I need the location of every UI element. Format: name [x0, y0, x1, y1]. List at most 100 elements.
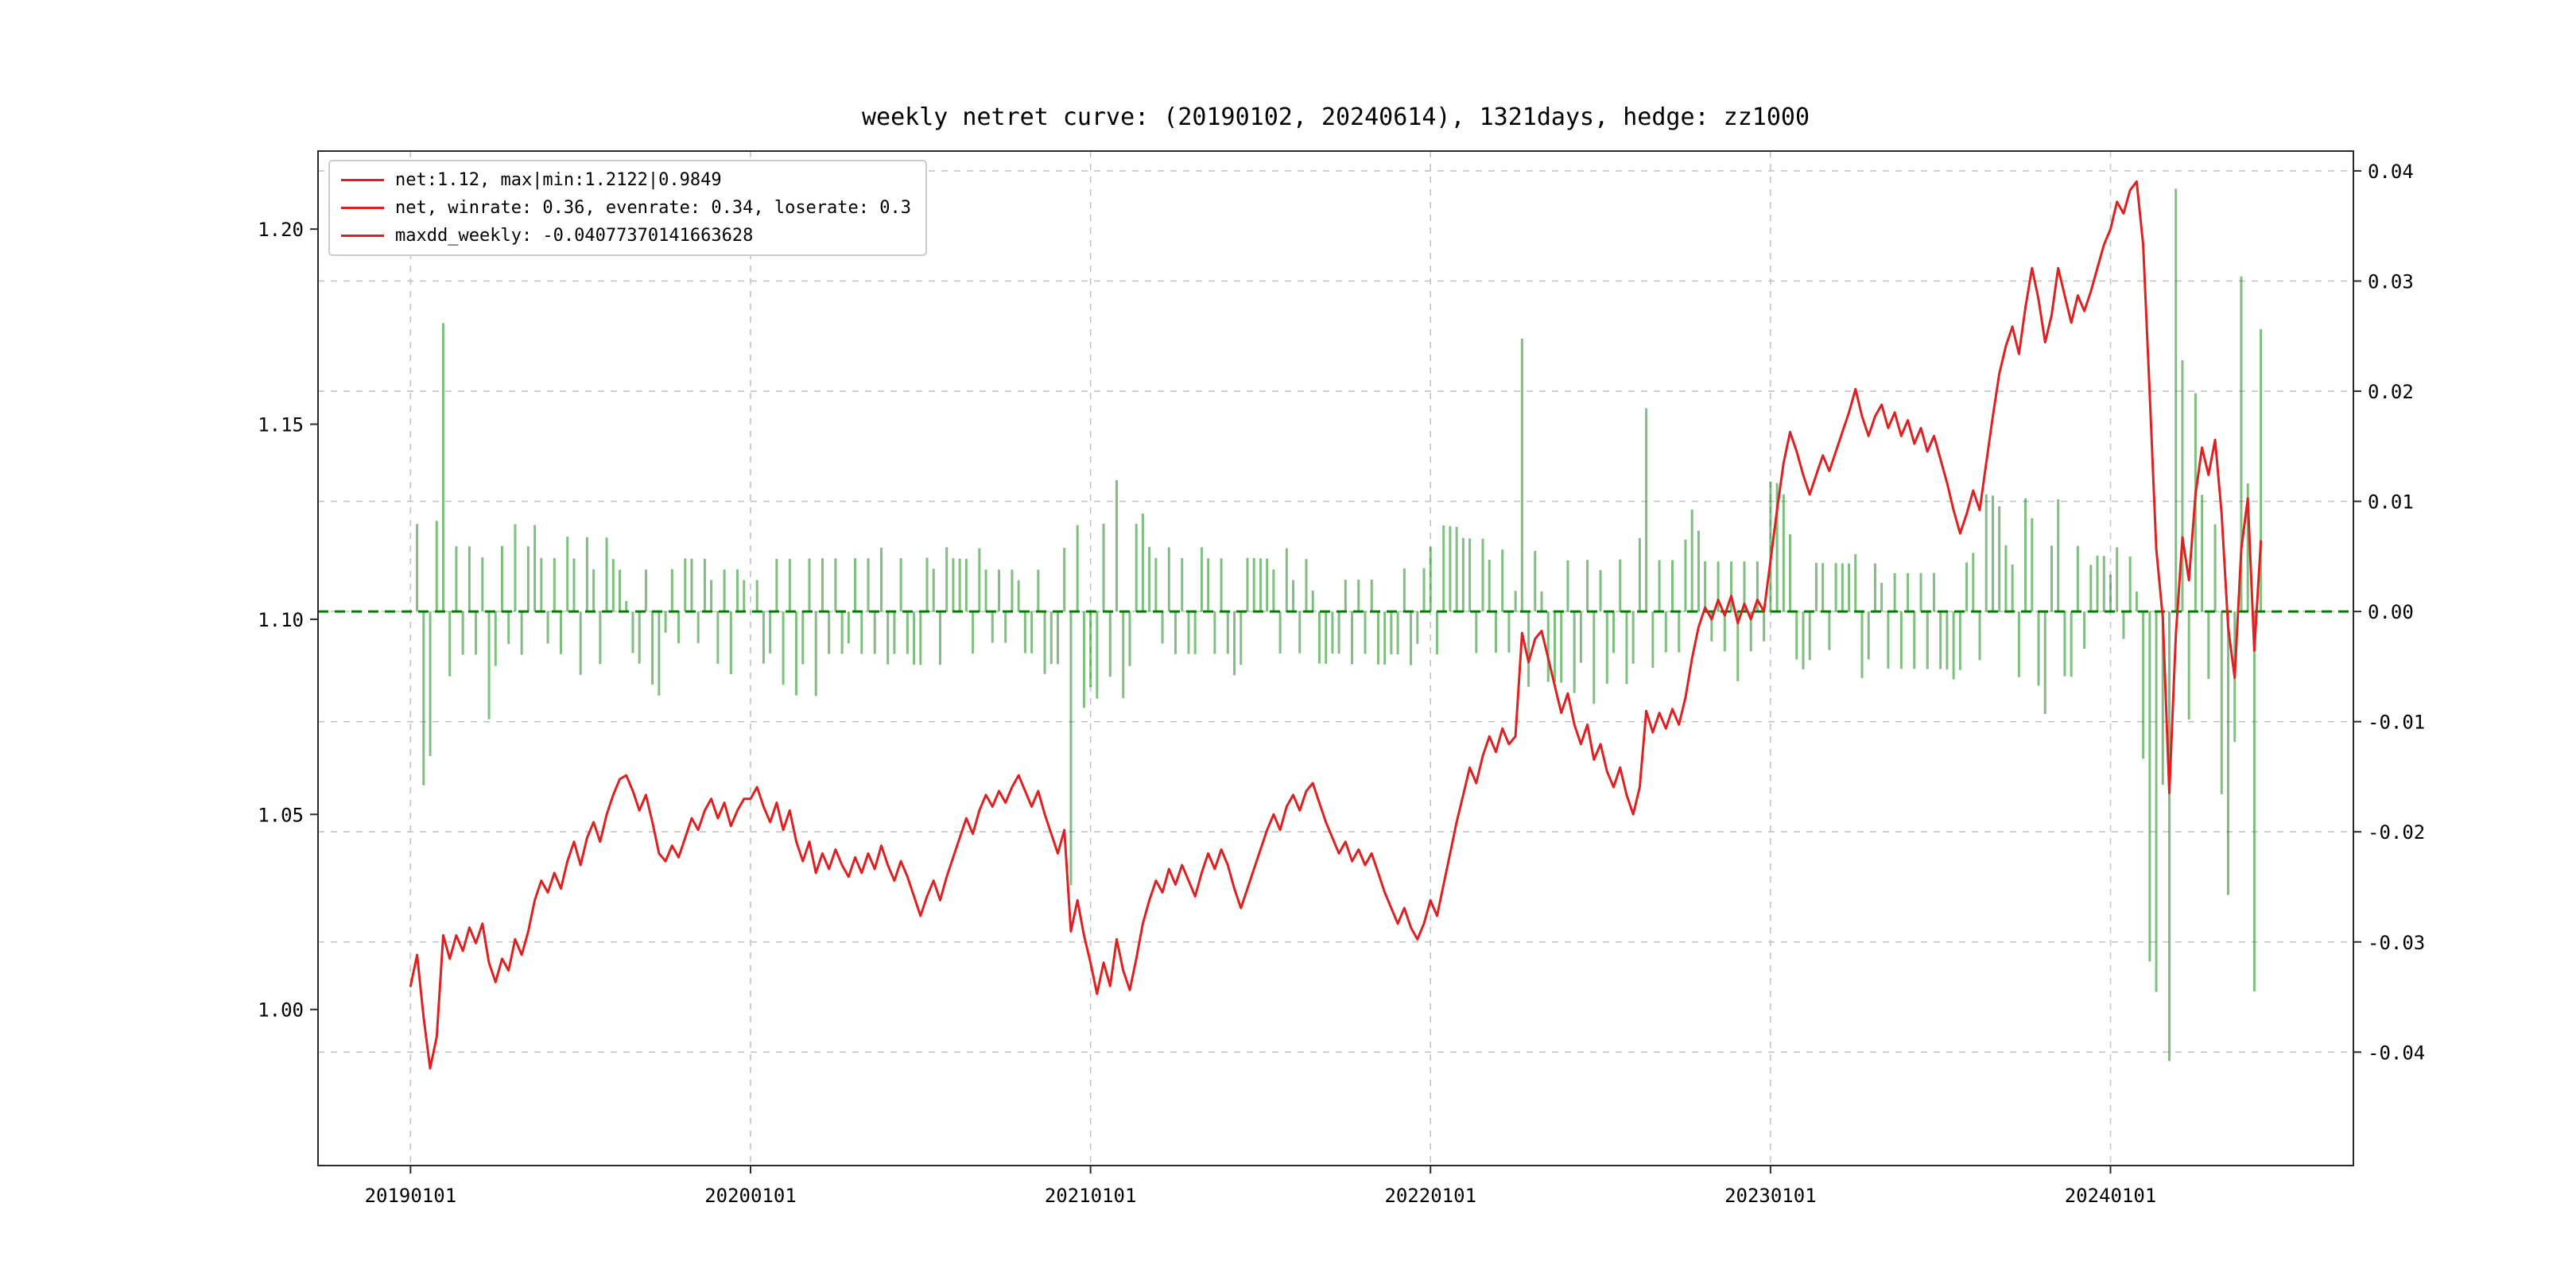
weekly-return-bar: [1494, 611, 1497, 653]
weekly-return-bar: [860, 611, 863, 654]
weekly-return-bar: [1553, 611, 1556, 683]
weekly-return-bar: [1396, 611, 1399, 655]
weekly-return-bar: [1004, 611, 1007, 643]
net-curve: [409, 180, 2263, 1070]
right-y-tick-label: -0.01: [2368, 712, 2425, 734]
weekly-return-bar: [2220, 611, 2223, 794]
weekly-return-bar: [1926, 611, 1929, 669]
weekly-return-bar: [736, 569, 739, 612]
weekly-return-bar: [553, 557, 556, 612]
weekly-return-bar: [1298, 611, 1302, 654]
legend-item: net, winrate: 0.36, evenrate: 0.34, lose…: [341, 198, 911, 218]
weekly-return-bar: [1292, 580, 1295, 612]
weekly-return-bar: [611, 559, 615, 612]
chart-title: weekly netret curve: (20190102, 20240614…: [861, 103, 1810, 131]
weekly-return-bar: [2004, 545, 2008, 612]
weekly-return-bar: [978, 548, 981, 612]
weekly-return-bar: [1410, 611, 1413, 665]
weekly-return-bar: [964, 558, 968, 612]
weekly-return-bar: [1540, 591, 1543, 612]
weekly-return-bar: [1965, 562, 1969, 612]
weekly-return-bar: [1030, 611, 1034, 654]
weekly-return-bar: [2155, 611, 2158, 992]
weekly-return-bar: [1605, 611, 1608, 684]
weekly-return-bar: [1108, 611, 1111, 677]
right-y-tick-label: 0.00: [2368, 601, 2414, 623]
weekly-return-bar: [1383, 611, 1387, 665]
weekly-return-bar: [520, 611, 523, 655]
weekly-return-bar: [572, 558, 576, 612]
weekly-return-bar: [1527, 611, 1530, 687]
weekly-return-bar: [475, 611, 478, 655]
weekly-return-bar: [1730, 561, 1733, 612]
weekly-return-bar: [1069, 611, 1073, 886]
weekly-return-bar: [494, 611, 497, 666]
x-tick-label: 20210101: [1045, 1185, 1137, 1207]
weekly-return-bar: [1678, 611, 1681, 653]
weekly-return-bar: [2057, 499, 2060, 612]
weekly-return-bar: [1834, 563, 1837, 612]
weekly-return-bar: [729, 611, 732, 675]
weekly-return-bar: [886, 611, 890, 665]
weekly-return-bar: [1344, 580, 1347, 612]
weekly-return-bar: [2070, 611, 2073, 677]
weekly-return-bar: [1023, 611, 1026, 654]
weekly-return-bar: [1311, 590, 1314, 612]
weekly-return-bar: [1645, 408, 1648, 612]
weekly-return-bar: [1867, 611, 1870, 660]
weekly-return-bar: [1207, 558, 1210, 612]
weekly-return-bar: [481, 557, 484, 612]
weekly-return-bar: [1802, 611, 1805, 669]
x-tick-label: 20240101: [2065, 1185, 2157, 1207]
weekly-return-bar: [2213, 524, 2217, 612]
weekly-return-bar: [2201, 495, 2204, 612]
weekly-return-bar: [1226, 611, 1229, 654]
weekly-return-bar: [566, 537, 569, 612]
weekly-return-bar: [2240, 276, 2243, 612]
weekly-return-bar: [1952, 611, 1955, 680]
weekly-return-bar: [1259, 558, 1262, 612]
weekly-return-bar: [1200, 547, 1203, 612]
weekly-return-bar: [1710, 611, 1713, 642]
weekly-return-bar: [2076, 545, 2079, 612]
weekly-return-bar: [2122, 611, 2125, 639]
weekly-return-bar: [1305, 559, 1308, 612]
weekly-return-bar: [2050, 545, 2053, 612]
weekly-return-bar: [879, 547, 883, 612]
weekly-return-bar: [2260, 328, 2263, 612]
weekly-return-bar: [1690, 509, 1693, 612]
weekly-return-bar: [1135, 523, 1138, 612]
weekly-return-bar: [1631, 611, 1635, 664]
weekly-return-bar: [2252, 611, 2256, 991]
weekly-return-bar: [1978, 611, 1981, 661]
legend: net:1.12, max|min:1.2122|0.9849 net, win…: [328, 160, 928, 256]
weekly-return-bar: [958, 558, 961, 612]
weekly-return-bar: [1671, 560, 1674, 612]
weekly-return-bar: [1919, 572, 1922, 612]
weekly-return-bar: [1390, 611, 1393, 654]
weekly-return-bar: [1076, 525, 1079, 612]
weekly-return-bar: [1507, 611, 1511, 653]
weekly-return-bar: [1899, 611, 1903, 669]
weekly-return-bar: [1566, 560, 1569, 612]
weekly-return-bar: [599, 611, 602, 665]
weekly-return-bar: [703, 558, 706, 612]
weekly-return-bar: [696, 611, 700, 643]
weekly-return-bar: [1370, 580, 1373, 612]
weekly-return-bar: [690, 558, 693, 612]
weekly-return-bar: [467, 546, 471, 612]
weekly-return-bar: [873, 611, 876, 654]
weekly-return-bar: [2102, 556, 2105, 612]
weekly-return-bar: [1331, 611, 1334, 654]
weekly-return-bar: [840, 611, 844, 654]
weekly-return-bar: [932, 568, 935, 612]
weekly-return-bar: [1887, 611, 1890, 669]
legend-label-net: net:1.12, max|min:1.2122|0.9849: [395, 170, 722, 190]
weekly-return-bar: [795, 611, 798, 696]
weekly-return-bar: [1455, 526, 1458, 612]
weekly-return-bar: [1946, 611, 1949, 669]
weekly-return-bar: [1880, 583, 1884, 612]
weekly-return-bar: [782, 611, 785, 685]
weekly-return-bar: [684, 558, 687, 612]
